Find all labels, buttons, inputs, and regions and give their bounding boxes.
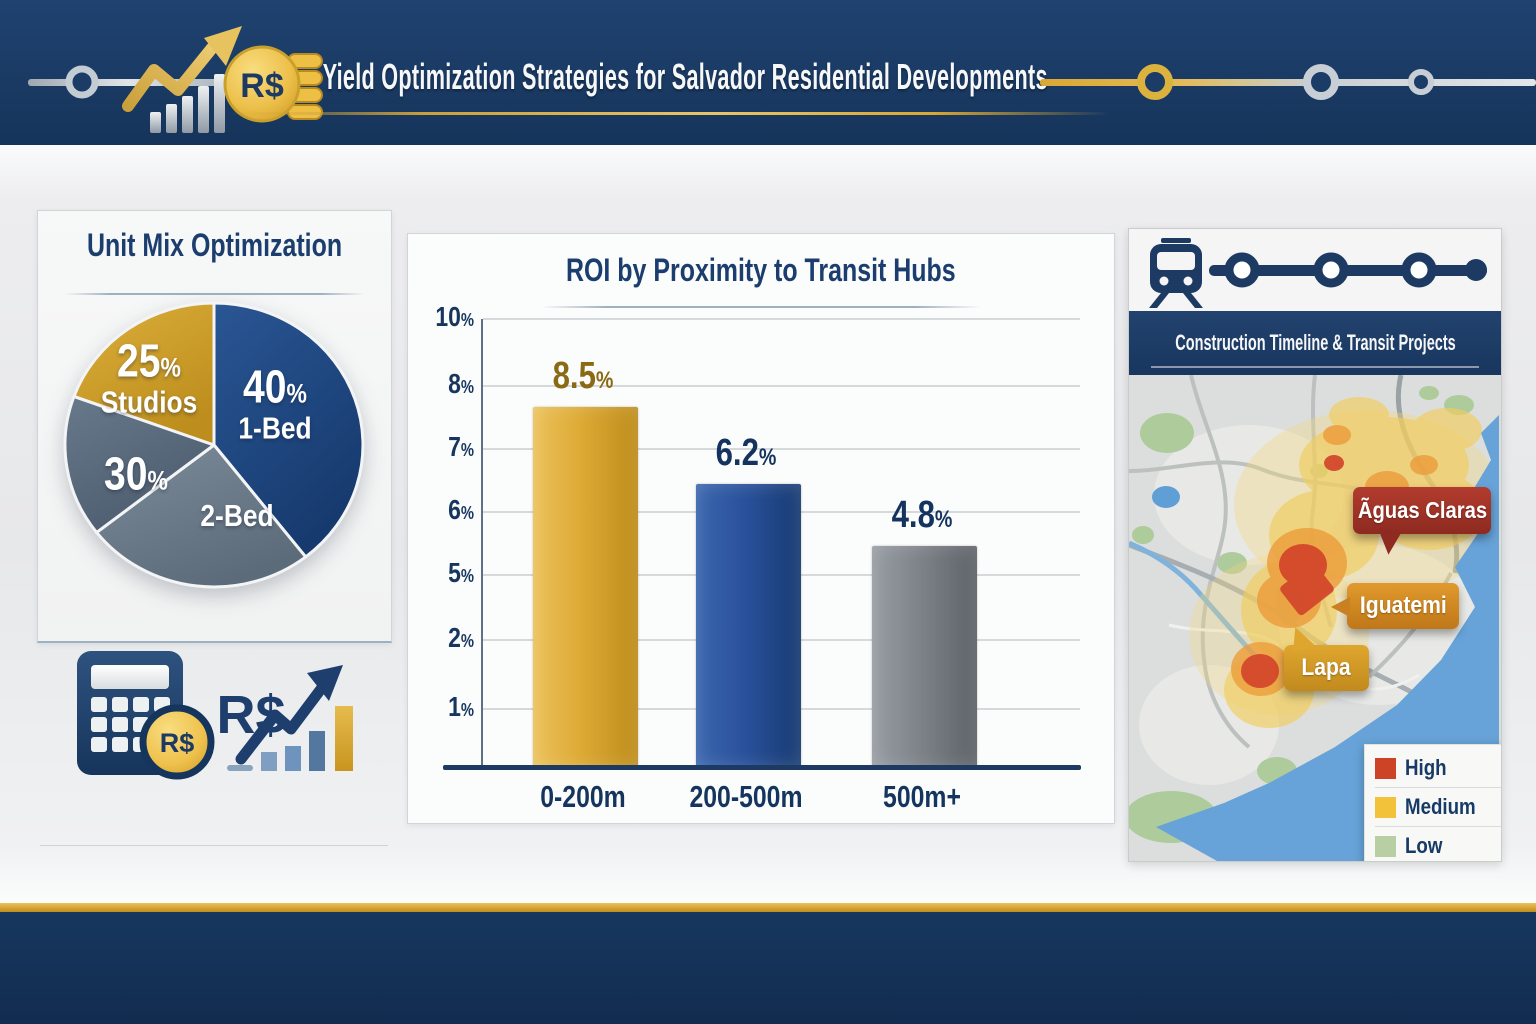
roi-title: ROI by Proximity to Transit Hubs	[566, 252, 956, 288]
bar-growth-icon	[150, 74, 225, 133]
legend-swatch-medium	[1375, 796, 1396, 818]
map-label-aguas-claras: Ãguas Claras	[1353, 487, 1491, 534]
legend-swatch-low	[1375, 835, 1396, 857]
map-label-lapa: Lapa	[1284, 645, 1369, 691]
y-tick-8: 8%	[448, 368, 474, 399]
construction-heatmap: Ãguas Claras Iguatemi Lapa High Medium Low	[1129, 375, 1501, 861]
legend-swatch-high	[1375, 757, 1396, 779]
finance-icons-cluster: R$ R$	[77, 651, 353, 780]
legend-row-high: High	[1375, 749, 1501, 788]
map-label-iguatemi: Iguatemi	[1331, 583, 1459, 629]
metro-terminus-node	[1465, 259, 1487, 281]
roi-title-rule	[541, 306, 981, 308]
y-tick-1: 1%	[448, 691, 474, 722]
page-title: Yield Optimization Strategies for Salvad…	[322, 56, 1048, 97]
y-tick-7: 7%	[448, 431, 474, 462]
pie-label-2-Bed: 2-Bed	[200, 498, 274, 534]
unit-mix-title-rule	[64, 293, 365, 295]
gold-stripe	[0, 903, 1536, 912]
roi-panel: ROI by Proximity to Transit Hubs 10% 8% 7%…	[407, 233, 1115, 824]
legend-row-low: Low	[1375, 827, 1501, 861]
pie-slice-2-Bed	[95, 443, 308, 589]
transit-banner: Construction Timeline & Transit Projects	[1129, 311, 1501, 375]
heat-legend: High Medium Low	[1364, 744, 1501, 861]
left-column-divider	[40, 845, 388, 846]
pie-slice-30	[63, 394, 216, 534]
metro-station-node	[1401, 252, 1437, 288]
roi-value-500m+: 4.8%	[891, 494, 953, 536]
transit-title: Construction Timeline & Transit Projects	[1174, 330, 1456, 355]
badge-currency-text: R$	[160, 728, 195, 758]
y-tick-2: 2%	[448, 622, 474, 653]
gridline-8	[483, 385, 1080, 387]
gridline-10	[483, 318, 1080, 320]
roi-plot-area	[481, 318, 1080, 767]
header-node-line-right	[1040, 64, 1536, 100]
pie-slice-1-Bed	[212, 301, 365, 559]
legend-row-medium: Medium	[1375, 788, 1501, 827]
x-axis-line	[443, 765, 1081, 770]
roi-value-200-500m: 6.2%	[715, 432, 777, 474]
y-tick-10: 10%	[435, 301, 474, 332]
timeline-node-gold	[1137, 64, 1173, 100]
unit-mix-pie-chart: 40% 1-Bed 2-Bed 30% 25% Studios	[62, 299, 366, 591]
roi-bar-0-200m	[532, 407, 638, 767]
coin-currency-text: R$	[240, 67, 284, 105]
gridline-7	[483, 448, 1080, 450]
pie-label-30: 30%	[104, 447, 169, 500]
transit-title-rule	[1151, 366, 1479, 368]
legend-label-medium: Medium	[1405, 794, 1476, 819]
roi-bar-200-500m	[695, 484, 801, 767]
x-label-0-200m: 0-200m	[540, 779, 626, 814]
legend-label-low: Low	[1405, 833, 1443, 858]
timeline-node-silver	[1303, 64, 1339, 100]
pie-slice-Studios	[72, 301, 216, 447]
y-tick-6: 6%	[448, 494, 474, 525]
metro-station-node	[1224, 252, 1260, 288]
growth-arrow-icon	[227, 665, 353, 771]
timeline-node-silver-small	[1408, 69, 1434, 95]
y-tick-5: 5%	[448, 557, 474, 588]
pie-label-1-Bed: 40% 1-Bed	[238, 360, 312, 446]
roi-value-0-200m: 8.5%	[552, 355, 614, 397]
unit-mix-title: Unit Mix Optimization	[86, 227, 343, 263]
unit-mix-panel: Unit Mix Optimization 40% 1-Bed 2-Bed 30% 25…	[37, 210, 392, 643]
metro-station-node	[1313, 252, 1349, 288]
title-underline-decoration	[230, 112, 1110, 115]
coin-badge-icon: R$	[139, 704, 215, 780]
x-label-500m+: 500m+	[883, 779, 961, 814]
metro-line-diagram	[1209, 252, 1487, 288]
pie-label-Studios: 25% Studios	[100, 334, 197, 420]
transit-panel: Construction Timeline & Transit Projects	[1128, 228, 1502, 862]
transit-strip	[1129, 229, 1501, 311]
trend-chart-and-coin-icon: R$	[28, 26, 323, 133]
footer-band	[0, 912, 1536, 1024]
roi-bar-500m+	[871, 546, 977, 767]
currency-coin-icon: R$	[223, 45, 323, 123]
gold-trend-arrow-icon	[122, 26, 242, 112]
x-label-200-500m: 200-500m	[689, 779, 803, 814]
train-icon	[1149, 238, 1203, 308]
legend-label-high: High	[1405, 755, 1447, 780]
header-banner: R$ Yield Optimization Strategies for Sal…	[0, 0, 1536, 145]
